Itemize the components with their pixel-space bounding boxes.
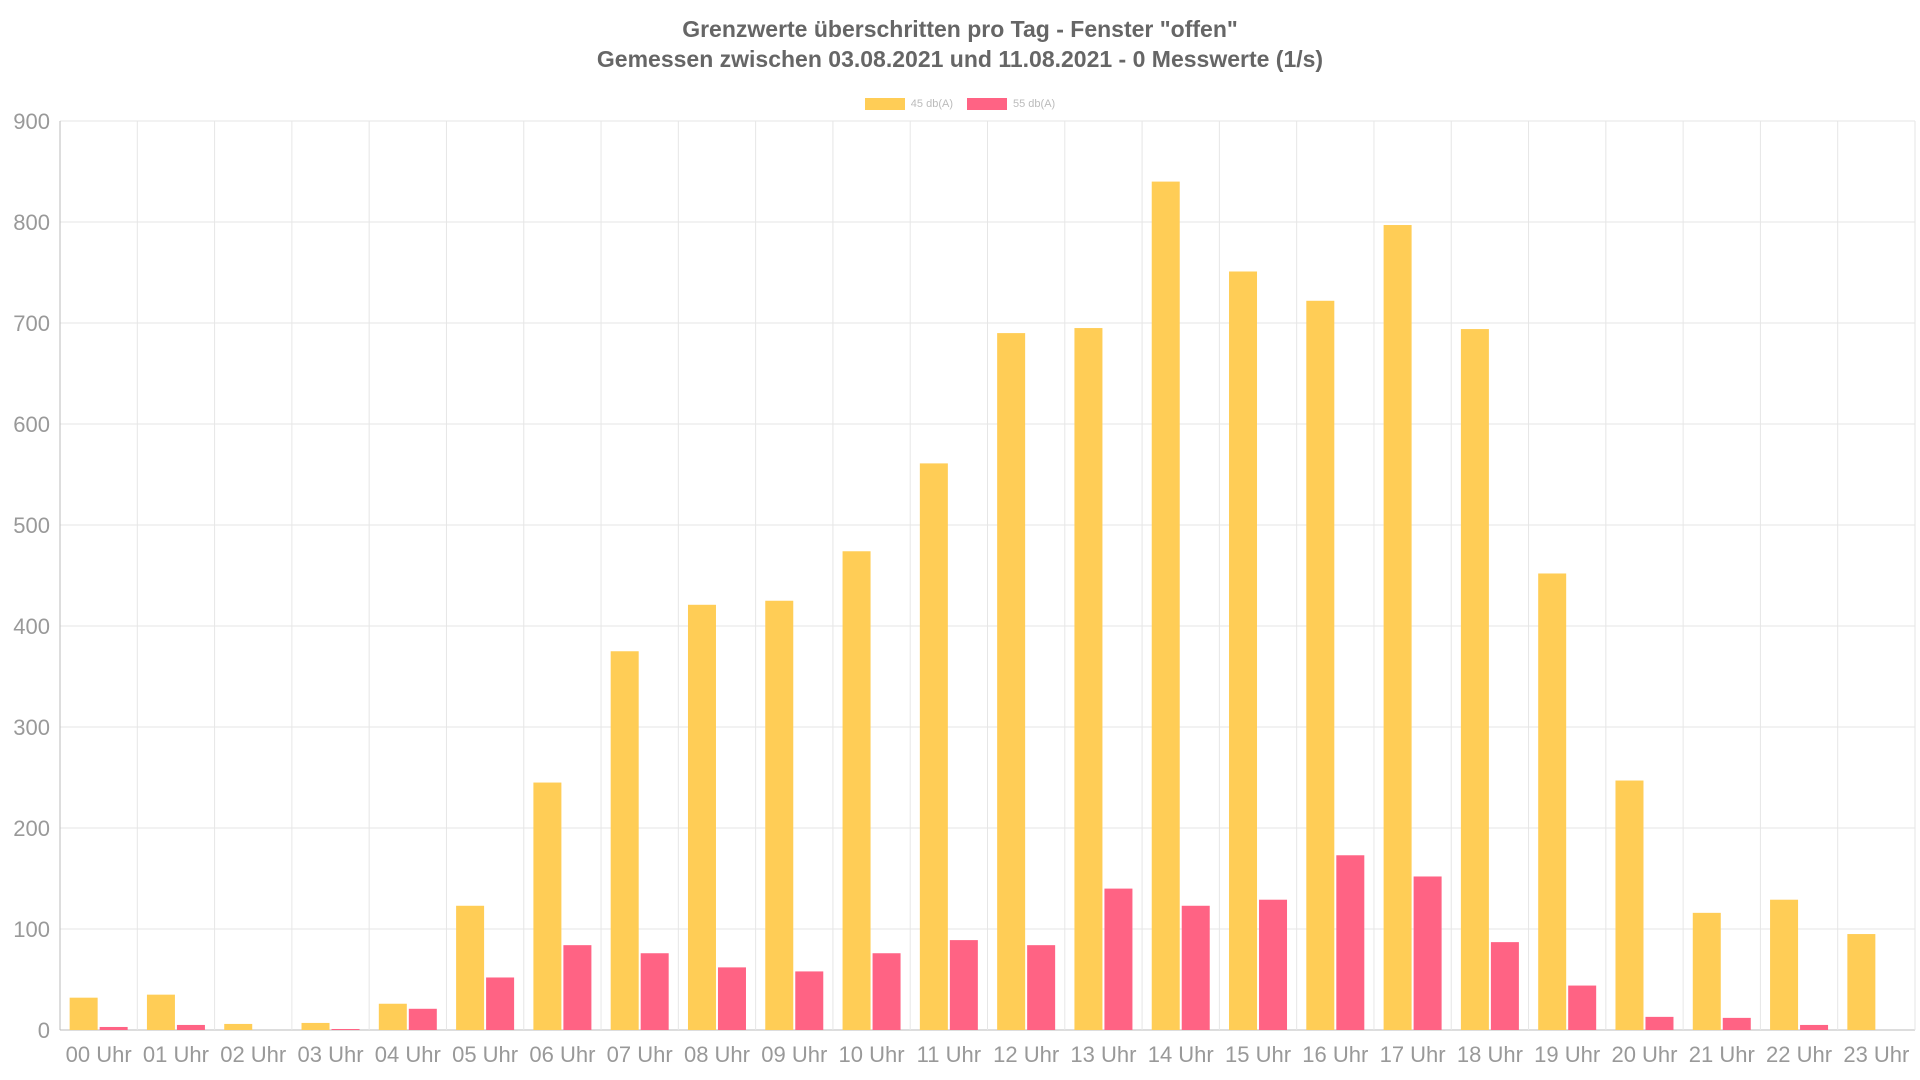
legend-swatch-55db — [967, 98, 1007, 110]
bar-55db — [1259, 899, 1288, 1030]
y-tick-label: 100 — [13, 917, 50, 942]
bar-55db — [1336, 855, 1365, 1030]
bar-55db — [717, 967, 746, 1030]
bar-45db — [687, 604, 716, 1030]
bar-55db — [1181, 905, 1210, 1030]
legend-label-45db: 45 db(A) — [910, 98, 953, 110]
x-tick-label: 07 Uhr — [607, 1042, 673, 1067]
x-tick-label: 15 Uhr — [1225, 1042, 1291, 1067]
x-tick-label: 05 Uhr — [452, 1042, 518, 1067]
bar-55db — [408, 1008, 437, 1030]
x-tick-label: 19 Uhr — [1534, 1042, 1600, 1067]
legend: 45 db(A) 55 db(A) — [0, 98, 1920, 110]
bar-55db — [486, 977, 515, 1030]
bar-45db — [1151, 181, 1180, 1031]
bar-55db — [1800, 1024, 1829, 1030]
bar-55db — [176, 1024, 205, 1030]
bar-55db — [1413, 876, 1442, 1030]
x-tick-label: 20 Uhr — [1611, 1042, 1677, 1067]
x-tick-label: 03 Uhr — [297, 1042, 363, 1067]
bar-45db — [610, 651, 639, 1030]
bar-45db — [146, 994, 175, 1030]
chart-subtitle: Gemessen zwischen 03.08.2021 und 11.08.2… — [596, 46, 1324, 72]
bar-45db — [224, 1023, 253, 1030]
y-tick-label: 900 — [13, 109, 50, 134]
y-tick-label: 300 — [13, 715, 50, 740]
bar-45db — [1229, 271, 1258, 1030]
x-tick-label: 22 Uhr — [1766, 1042, 1832, 1067]
bar-45db — [456, 905, 485, 1030]
y-tick-label: 700 — [13, 311, 50, 336]
bar-45db — [1692, 912, 1721, 1030]
bar-45db — [1460, 329, 1489, 1030]
y-tick-label: 800 — [13, 210, 50, 235]
bar-45db — [1770, 899, 1799, 1030]
x-tick-label: 12 Uhr — [993, 1042, 1059, 1067]
bar-55db — [1722, 1017, 1751, 1030]
bar-45db — [1074, 328, 1103, 1030]
bar-45db — [765, 600, 794, 1030]
bar-55db — [563, 945, 592, 1030]
y-tick-label: 0 — [38, 1018, 50, 1043]
chart-title: Grenzwerte überschritten pro Tag - Fenst… — [682, 16, 1238, 42]
bar-45db — [1615, 780, 1644, 1030]
bar-55db — [640, 953, 669, 1030]
y-tick-label: 400 — [13, 614, 50, 639]
legend-swatch-45db — [864, 98, 905, 110]
bar-55db — [949, 940, 978, 1030]
bar-55db — [1104, 888, 1133, 1030]
bar-55db — [1645, 1016, 1674, 1030]
bar-45db — [533, 782, 562, 1030]
x-tick-label: 11 Uhr — [917, 1042, 981, 1067]
y-tick-label: 600 — [13, 412, 50, 437]
bar-55db — [872, 953, 901, 1030]
bar-55db — [1568, 985, 1597, 1030]
y-tick-label: 200 — [13, 816, 50, 841]
bar-55db — [1490, 942, 1519, 1030]
bar-45db — [1847, 934, 1876, 1030]
bar-45db — [1538, 573, 1567, 1030]
bar-45db — [301, 1022, 330, 1030]
bar-45db — [378, 1003, 407, 1030]
y-tick-label: 500 — [13, 513, 50, 538]
bar-45db — [842, 551, 871, 1030]
bar-45db — [1383, 225, 1412, 1030]
x-tick-label: 13 Uhr — [1070, 1042, 1136, 1067]
x-tick-label: 06 Uhr — [529, 1042, 595, 1067]
x-tick-label: 10 Uhr — [839, 1042, 905, 1067]
x-tick-label: 09 Uhr — [761, 1042, 827, 1067]
x-tick-label: 18 Uhr — [1457, 1042, 1523, 1067]
x-tick-label: 17 Uhr — [1380, 1042, 1446, 1067]
x-tick-label: 21 Uhr — [1689, 1042, 1755, 1067]
x-tick-label: 04 Uhr — [375, 1042, 441, 1067]
x-tick-label: 23 Uhr — [1843, 1042, 1909, 1067]
bar-45db — [69, 997, 98, 1030]
bar-45db — [919, 463, 948, 1030]
legend-label-55db: 55 db(A) — [1013, 98, 1056, 110]
legend-item-45db[interactable]: 45 db(A) — [864, 98, 953, 110]
bar-45db — [997, 333, 1026, 1031]
bar-55db — [99, 1026, 128, 1030]
x-tick-label: 02 Uhr — [220, 1042, 286, 1067]
bar-55db — [331, 1028, 360, 1030]
legend-item-55db[interactable]: 55 db(A) — [967, 98, 1055, 110]
bar-55db — [1027, 945, 1056, 1030]
x-tick-label: 01 Uhr — [143, 1042, 209, 1067]
x-tick-label: 14 Uhr — [1148, 1042, 1214, 1067]
x-tick-label: 16 Uhr — [1302, 1042, 1368, 1067]
x-tick-label: 08 Uhr — [684, 1042, 750, 1067]
bar-55db — [795, 971, 824, 1030]
bar-45db — [1306, 300, 1335, 1030]
x-tick-label: 00 Uhr — [66, 1042, 132, 1067]
